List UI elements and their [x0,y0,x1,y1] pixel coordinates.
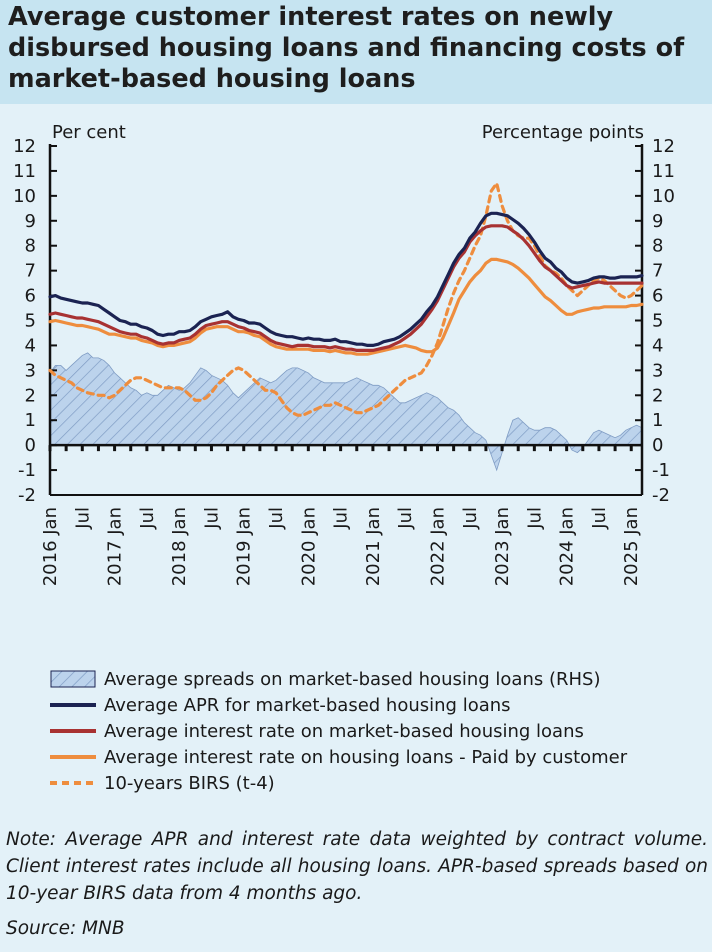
x-tick-label: 2021 Jan [363,507,384,586]
hatched-area-swatch-icon [50,670,96,688]
x-tick-label: Jul [137,507,158,530]
y-tick-label-left: 9 [25,211,36,232]
y-tick-label-left: 1 [25,410,36,431]
x-tick-label: 2025 Jan [621,507,642,586]
y-tick-label-left: 0 [25,435,36,456]
line-swatch-icon [50,755,96,759]
legend: Average spreads on market-based housing … [50,666,710,796]
chart: Per cent Percentage points -2 -2-1 -10 01 12… [13,122,675,586]
chart-note: Note: Average APR and interest rate data… [6,829,708,904]
x-tick-label: Jul [72,507,93,530]
y-tick-label-left: 2 [25,385,36,406]
y-tick-label-right: 9 [652,211,663,232]
y-tick-label-right: 7 [652,261,663,282]
title-bar: Average customer interest rates on newly… [0,0,712,104]
legend-item-birs: 10-years BIRS (t-4) [50,770,710,796]
y-tick-label-left: -2 [18,485,36,506]
y-tick-label-left: 10 [13,186,36,207]
y-tick-label-left: 6 [25,286,36,307]
y-axis-label-right: Percentage points [482,122,644,143]
line-swatch-icon [50,703,96,707]
x-tick-label: 2022 Jan [427,507,448,586]
legend-item-spread: Average spreads on market-based housing … [50,666,710,692]
series-line-apr [48,211,644,347]
y-axis-label-left: Per cent [52,122,126,143]
y-tick-label-left: 11 [13,161,36,182]
y-tick-label-left: 7 [25,261,36,282]
y-tick-label-left: 5 [25,311,36,332]
line-swatch-icon [50,729,96,733]
legend-label-paid: Average interest rate on housing loans -… [104,746,628,768]
chart-title: Average customer interest rates on newly… [8,2,685,94]
legend-label-birs: 10-years BIRS (t-4) [104,772,275,794]
y-tick-label-right: -1 [652,460,670,481]
chart-source: Source: MNB [6,918,125,939]
x-tick-label: 2023 Jan [492,507,513,586]
y-tick-label-left: 3 [25,360,36,381]
y-tick-label-right: -2 [652,485,670,506]
x-tick-label: 2017 Jan [105,507,126,586]
y-tick-label-right: 5 [652,311,663,332]
y-tick-label-right: 1 [652,410,663,431]
legend-label-rate: Average interest rate on market-based ho… [104,720,584,742]
x-tick-label: Jul [460,507,481,530]
x-tick-label: 2018 Jan [169,507,190,586]
y-tick-label-left: 8 [25,236,36,257]
y-tick-label-left: -1 [18,460,36,481]
legend-item-paid: Average interest rate on housing loans -… [50,744,710,770]
x-tick-label: Jul [331,507,352,530]
dashed-line-swatch-icon [50,781,96,785]
series-line-birs [48,181,644,417]
y-tick-label-left: 4 [25,335,36,356]
y-tick-label-right: 4 [652,335,663,356]
x-tick-label: Jul [524,507,545,530]
x-tick-label: 2020 Jan [298,507,319,586]
y-tick-label-right: 0 [652,435,663,456]
y-tick-label-right: 3 [652,360,663,381]
x-tick-label: Jul [201,507,222,530]
x-tick-label: Jul [266,507,287,530]
y-tick-label-left: 12 [13,136,36,157]
series-line-paid [48,257,644,356]
x-tick-label: Jul [589,507,610,530]
y-tick-label-right: 10 [652,186,675,207]
legend-item-rate: Average interest rate on market-based ho… [50,718,710,744]
y-tick-label-right: 11 [652,161,675,182]
x-tick-label: 2019 Jan [234,507,255,586]
legend-label-apr: Average APR for market-based housing loa… [104,694,511,716]
y-tick-label-right: 12 [652,136,675,157]
spread-area [49,352,643,472]
legend-label-spread: Average spreads on market-based housing … [104,668,601,690]
x-tick-label: 2024 Jan [557,507,578,586]
y-tick-label-right: 8 [652,236,663,257]
x-tick-label: Jul [395,507,416,530]
x-tick-label: 2016 Jan [40,507,61,586]
y-tick-label-right: 2 [652,385,663,406]
y-tick-label-right: 6 [652,286,663,307]
series-line-rate [48,224,644,352]
legend-item-apr: Average APR for market-based housing loa… [50,692,710,718]
